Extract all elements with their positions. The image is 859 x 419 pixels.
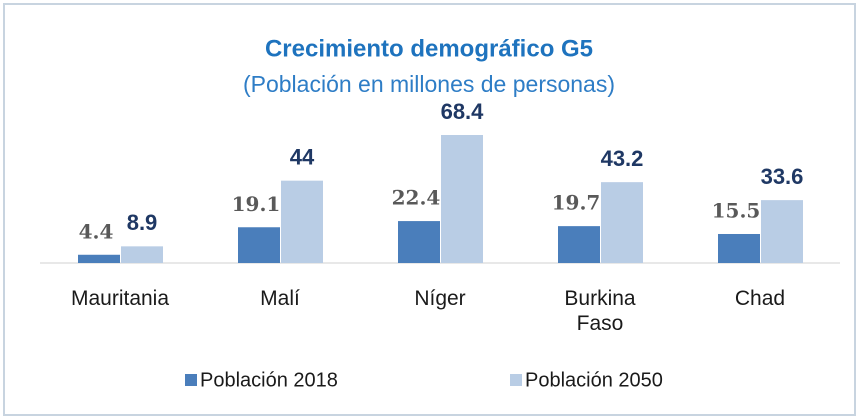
value-label: 43.2 — [601, 146, 644, 171]
value-label: 44 — [290, 144, 315, 169]
legend-label: Población 2050 — [525, 369, 663, 391]
value-label: 19.7 — [552, 191, 601, 215]
bar — [718, 233, 760, 263]
value-label: 15.5 — [712, 198, 761, 222]
value-label: 4.4 — [79, 219, 114, 243]
bar — [281, 180, 323, 263]
bar — [558, 226, 600, 263]
bar — [121, 246, 163, 263]
legend-swatch — [185, 374, 197, 386]
x-tick-label: Níger — [414, 287, 466, 310]
x-tick-label: Mauritania — [70, 287, 170, 310]
value-label: 33.6 — [761, 164, 804, 189]
chart-subtitle: (Población en millones de personas) — [243, 71, 615, 97]
bar — [78, 254, 120, 263]
x-tick-label: Chad — [734, 287, 786, 310]
bar — [601, 182, 643, 263]
bar — [761, 200, 803, 263]
value-label: 68.4 — [441, 99, 485, 124]
legend-label: Población 2018 — [200, 369, 338, 391]
x-tick-label: Burkina Faso — [564, 287, 636, 335]
value-label: 19.1 — [232, 192, 281, 216]
chart-title: Crecimiento demográfico G5 — [265, 35, 593, 62]
bar — [238, 227, 280, 263]
frame-border — [3, 3, 856, 416]
value-label: 22.4 — [392, 186, 441, 210]
value-label: 8.9 — [127, 210, 158, 235]
bar — [441, 135, 483, 263]
legend-swatch — [510, 374, 522, 386]
bar — [398, 221, 440, 263]
x-tick-label: Malí — [260, 287, 300, 310]
